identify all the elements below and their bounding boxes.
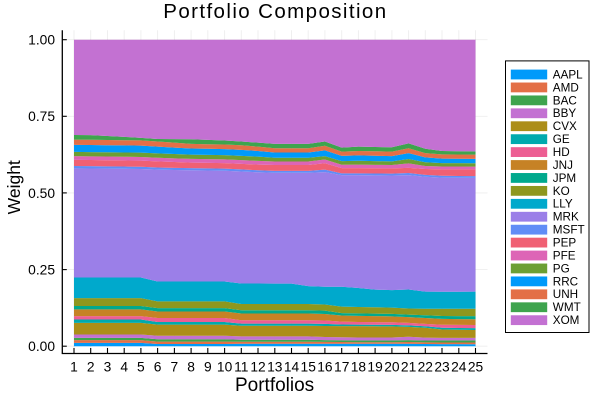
svg-text:Portfolio Composition: Portfolio Composition [163,0,387,23]
svg-text:UNH: UNH [553,288,578,301]
svg-text:14: 14 [284,359,300,374]
svg-text:19: 19 [367,359,383,374]
svg-text:JPM: JPM [553,172,576,185]
svg-text:XOM: XOM [553,314,580,327]
svg-text:LLY: LLY [553,198,573,211]
svg-text:Portfolios: Portfolios [235,375,314,396]
svg-text:AMD: AMD [553,81,579,94]
svg-text:9: 9 [204,359,212,374]
svg-text:25: 25 [468,359,484,374]
svg-text:13: 13 [267,359,283,374]
svg-text:20: 20 [384,359,400,374]
svg-text:MSFT: MSFT [553,224,585,237]
svg-text:1: 1 [70,359,78,374]
svg-text:GE: GE [553,133,570,146]
svg-text:22: 22 [418,359,433,374]
svg-text:0.50: 0.50 [28,186,55,201]
svg-text:11: 11 [234,359,248,374]
svg-text:1.00: 1.00 [28,33,55,48]
svg-text:BAC: BAC [553,94,577,107]
svg-text:10: 10 [217,359,233,374]
svg-text:PFE: PFE [553,249,576,262]
svg-text:Weight: Weight [4,160,24,214]
svg-text:18: 18 [351,359,367,374]
svg-text:6: 6 [154,359,162,374]
svg-text:2: 2 [87,359,95,374]
svg-text:7: 7 [171,359,179,374]
svg-text:0.75: 0.75 [28,109,55,124]
svg-text:12: 12 [250,359,265,374]
svg-text:MRK: MRK [553,211,579,224]
svg-text:HD: HD [553,146,570,159]
svg-text:23: 23 [434,359,450,374]
svg-text:PEP: PEP [553,236,577,249]
svg-text:0.00: 0.00 [28,339,55,354]
svg-text:KO: KO [553,185,570,198]
svg-text:17: 17 [334,359,349,374]
svg-text:BBY: BBY [553,107,577,120]
svg-text:8: 8 [187,359,195,374]
svg-text:21: 21 [401,359,416,374]
svg-text:15: 15 [301,359,317,374]
svg-text:4: 4 [120,359,128,374]
svg-text:JNJ: JNJ [553,159,573,172]
svg-text:AAPL: AAPL [553,68,583,81]
svg-text:RRC: RRC [553,275,578,288]
svg-text:PG: PG [553,262,570,275]
svg-text:CVX: CVX [553,120,577,133]
svg-text:WMT: WMT [553,301,581,314]
svg-text:16: 16 [317,359,333,374]
svg-text:3: 3 [104,359,112,374]
svg-text:5: 5 [137,359,145,374]
svg-text:24: 24 [451,359,467,374]
svg-text:0.25: 0.25 [28,263,55,278]
